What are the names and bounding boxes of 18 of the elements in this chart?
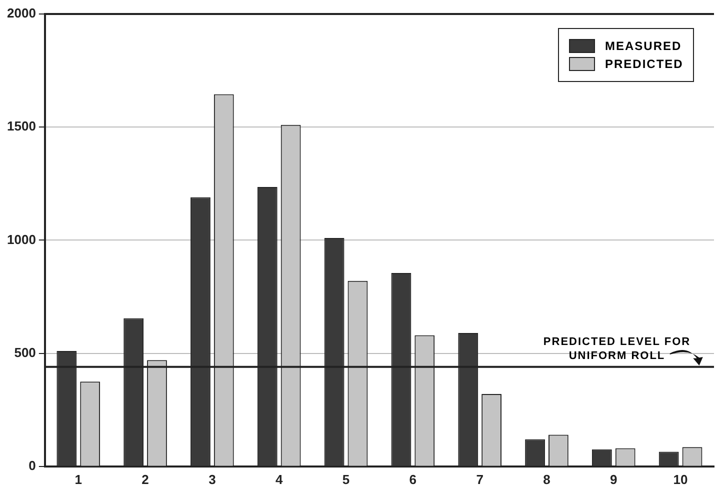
- x-tick-label: 10: [673, 472, 688, 487]
- legend-label: PREDICTED: [605, 57, 684, 71]
- y-tick-label: 1500: [7, 118, 36, 134]
- legend-label: MEASURED: [605, 39, 682, 53]
- y-tick-label: 500: [14, 344, 36, 360]
- y-tick-label: 1000: [7, 232, 36, 247]
- x-tick-label: 2: [142, 472, 149, 487]
- y-tick-label: 0: [28, 458, 36, 473]
- ref-line-label: PREDICTED LEVEL FOR UNIFORM ROLL: [542, 334, 692, 363]
- x-tick-label: 3: [208, 472, 216, 487]
- x-tick-label: 6: [409, 472, 417, 487]
- x-tick-label: 8: [543, 472, 550, 487]
- x-tick-label: 1: [74, 472, 82, 487]
- x-tick-label: 9: [610, 472, 618, 487]
- x-tick-label: 4: [275, 472, 284, 487]
- x-tick-label: 7: [476, 472, 484, 487]
- x-tick-label: 5: [342, 472, 350, 487]
- y-tick-label: 2000: [7, 6, 36, 21]
